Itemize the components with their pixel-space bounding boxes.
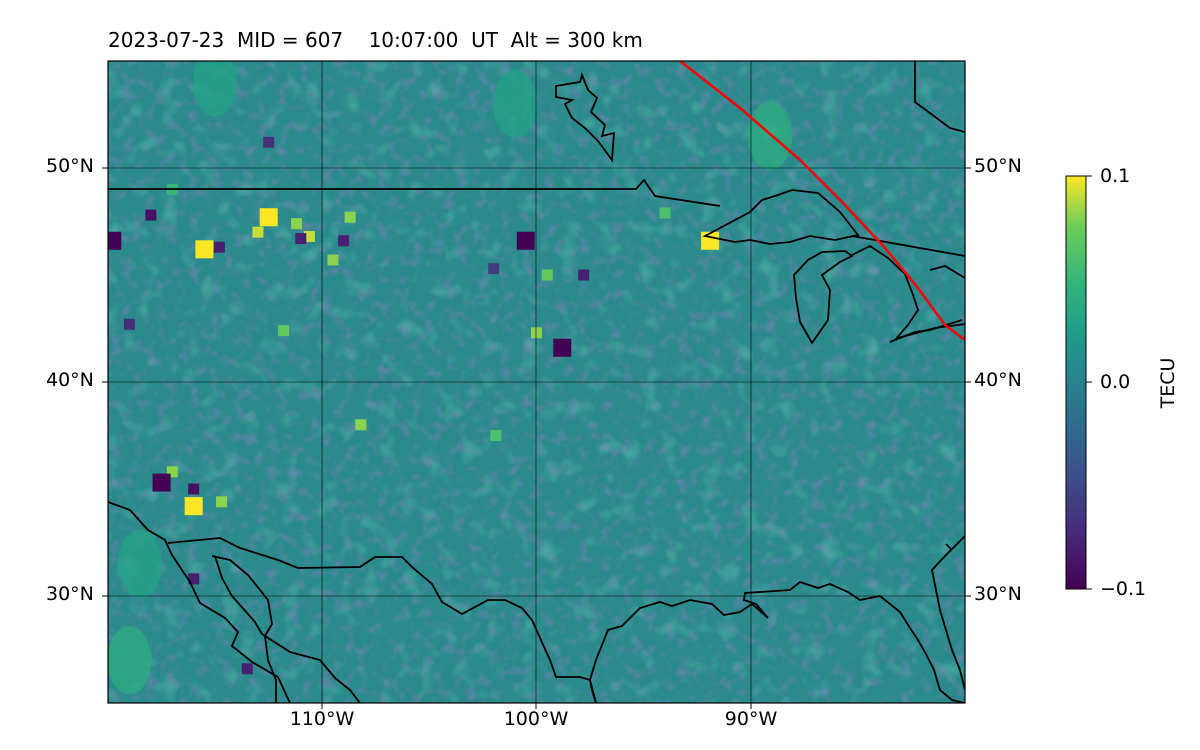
lat-label-40n-left: 40°N: [46, 369, 94, 391]
negative-anomaly-spot-22: [152, 473, 171, 492]
positive-anomaly-spot-10: [166, 466, 178, 478]
anomaly-spots: [108, 136, 720, 675]
baja-coast: [108, 501, 291, 703]
colorbar-ticks: [1086, 175, 1092, 590]
negative-anomaly-spot-26: [338, 235, 350, 247]
positive-anomaly-spot-14: [355, 419, 367, 431]
colorbar-tick-max: 0.1: [1100, 165, 1131, 187]
georgian-bay: [929, 265, 965, 279]
negative-anomaly-spot-20: [516, 231, 535, 250]
positive-anomaly-spot-5: [303, 230, 315, 242]
lat-label-30n-right: 30°N: [974, 583, 1022, 605]
lat-label-40n-right: 40°N: [974, 369, 1022, 391]
solar-terminator-line: [679, 61, 965, 342]
positive-anomaly-spot-16: [659, 207, 671, 219]
positive-anomaly-bands: [108, 61, 793, 695]
lake-winnipeg-segment: [851, 235, 965, 257]
coastlines-borders: [108, 61, 965, 703]
gulf-coast: [589, 580, 965, 703]
lake-superior: [702, 189, 860, 245]
lake-huron: [849, 244, 963, 343]
map-title: 2023-07-23 MID = 607 10:07:00 UT Alt = 3…: [108, 28, 643, 52]
negative-anomaly-spot-30: [241, 663, 253, 675]
positive-anomaly-spot-8: [531, 327, 542, 339]
positive-anomaly-spot-0: [195, 240, 214, 259]
map-panel: [108, 61, 965, 703]
positive-anomaly-spot-9: [541, 269, 553, 281]
colorbar-label: TECU: [1157, 357, 1179, 409]
lon-label-90w: 90°W: [724, 708, 778, 730]
negative-anomaly-spot-25: [295, 233, 307, 245]
baja-inner: [211, 555, 277, 703]
gulf-of-california: [214, 555, 361, 703]
positive-anomaly-spot-3: [291, 218, 303, 230]
colorbar-tick-min: −0.1: [1100, 578, 1147, 600]
florida-tip: [945, 543, 953, 551]
mexico-border: [167, 537, 597, 703]
positive-anomaly-spot-6: [344, 211, 356, 223]
lake-nipigon: [555, 72, 615, 163]
negative-anomaly-spot-32: [488, 263, 500, 275]
positive-anomaly-spot-2: [252, 226, 264, 238]
negative-anomaly-spot-19: [145, 209, 157, 221]
lon-label-110w: 110°W: [289, 708, 355, 730]
florida-atlantic-coast: [931, 535, 965, 691]
negative-anomaly-spot-28: [263, 136, 275, 148]
positive-anomaly-spot-15: [490, 430, 502, 441]
lake-erie: [897, 323, 965, 339]
positive-band-1: [108, 626, 152, 695]
positive-band-3: [193, 61, 238, 117]
positive-band-2: [118, 529, 163, 598]
negative-anomaly-spot-18: [108, 231, 122, 250]
lat-label-50n-right: 50°N: [974, 155, 1022, 177]
positive-anomaly-spot-13: [278, 325, 290, 337]
tick-marks: [102, 167, 971, 709]
lat-label-30n-left: 30°N: [46, 583, 94, 605]
positive-anomaly-spot-1: [259, 208, 278, 227]
lake-michigan: [793, 250, 854, 345]
hudson-bay-edge: [914, 61, 965, 133]
negative-anomaly-spot-31: [123, 318, 135, 330]
gridlines: [108, 61, 965, 703]
negative-anomaly-spot-29: [188, 573, 200, 585]
positive-band-0: [748, 101, 793, 170]
positive-band-4: [493, 69, 538, 138]
negative-anomaly-spot-21: [553, 338, 572, 357]
us-canada-border: [108, 178, 721, 207]
negative-anomaly-spot-24: [213, 241, 225, 253]
negative-anomaly-spot-23: [188, 483, 200, 495]
positive-anomaly-spot-7: [701, 231, 720, 250]
positive-anomaly-spot-4: [327, 254, 339, 266]
colorbar-tick-zero: 0.0: [1100, 371, 1131, 393]
lon-label-100w: 100°W: [503, 708, 569, 730]
lat-label-50n-left: 50°N: [46, 155, 94, 177]
positive-anomaly-spot-12: [216, 496, 228, 508]
negative-anomaly-spot-27: [578, 269, 590, 281]
positive-anomaly-spot-11: [184, 497, 203, 516]
colorbar: [1065, 175, 1087, 590]
